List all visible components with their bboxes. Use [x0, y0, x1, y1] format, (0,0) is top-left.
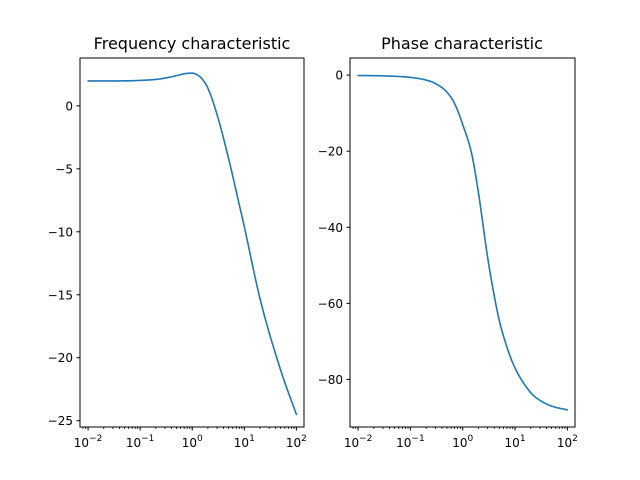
- x-tick-label-exponent: 1: [520, 434, 526, 444]
- frequency-y-tick-label: −15: [48, 288, 73, 302]
- phase-chart-title: Phase characteristic: [381, 34, 543, 53]
- phase-y-tick-label: 0: [335, 69, 343, 83]
- frequency-x-tick-label: 10−2: [74, 434, 103, 450]
- phase-characteristic-panel: Phase characteristic 10−2 10−1 100 101 1020−…: [318, 34, 578, 450]
- phase-y-tick-label: −20: [318, 145, 343, 159]
- x-tick-label-base: 10: [234, 436, 249, 450]
- phase-x-tick-label: 100: [452, 434, 473, 450]
- x-tick-label-exponent: −1: [141, 434, 154, 444]
- x-tick-label-base: 10: [74, 436, 89, 450]
- frequency-chart-title: Frequency characteristic: [94, 34, 291, 53]
- frequency-axes-frame: [79, 57, 305, 428]
- phase-y-tick-label: −60: [318, 297, 343, 311]
- frequency-series-line: [87, 72, 298, 416]
- frequency-y-tick-label: −5: [55, 162, 73, 176]
- x-tick-label-exponent: −2: [89, 434, 102, 444]
- x-tick-label-base: 10: [286, 436, 301, 450]
- phase-x-tick-label: 10−1: [396, 434, 425, 450]
- x-tick-label-base: 10: [396, 436, 411, 450]
- frequency-y-tick-label: −10: [48, 225, 73, 239]
- frequency-characteristic-panel: Frequency characteristic 10−2 10−1 100 101 1…: [48, 34, 307, 450]
- x-tick-label-exponent: 0: [468, 434, 474, 444]
- phase-x-tick-label: 102: [557, 434, 578, 450]
- x-tick-label-base: 10: [344, 436, 359, 450]
- x-tick-label-exponent: 2: [572, 434, 578, 444]
- phase-plot-area: [357, 74, 569, 411]
- x-tick-label-exponent: 0: [197, 434, 203, 444]
- x-tick-label-base: 10: [557, 436, 572, 450]
- x-tick-label-base: 10: [505, 436, 520, 450]
- x-tick-label-exponent: −1: [411, 434, 424, 444]
- frequency-x-tick-label: 101: [234, 434, 255, 450]
- frequency-y-tick-label: 0: [65, 99, 73, 113]
- frequency-x-tick-label: 10−1: [126, 434, 155, 450]
- phase-x-tick-label: 101: [505, 434, 526, 450]
- frequency-plot-area: [87, 72, 298, 416]
- x-tick-label-base: 10: [182, 436, 197, 450]
- phase-series-line: [357, 74, 569, 411]
- frequency-y-tick-label: −25: [48, 414, 73, 428]
- x-tick-label-exponent: 1: [249, 434, 255, 444]
- x-tick-label-exponent: 2: [301, 434, 307, 444]
- frequency-y-tick-label: −20: [48, 351, 73, 365]
- phase-axes-frame: [349, 57, 576, 428]
- phase-y-tick-label: −40: [318, 221, 343, 235]
- frequency-x-tick-label: 102: [286, 434, 307, 450]
- phase-y-tick-label: −80: [318, 373, 343, 387]
- x-tick-label-exponent: −2: [359, 434, 372, 444]
- x-tick-label-base: 10: [452, 436, 467, 450]
- x-tick-label-base: 10: [126, 436, 141, 450]
- phase-x-tick-label: 10−2: [344, 434, 373, 450]
- frequency-x-tick-label: 100: [182, 434, 203, 450]
